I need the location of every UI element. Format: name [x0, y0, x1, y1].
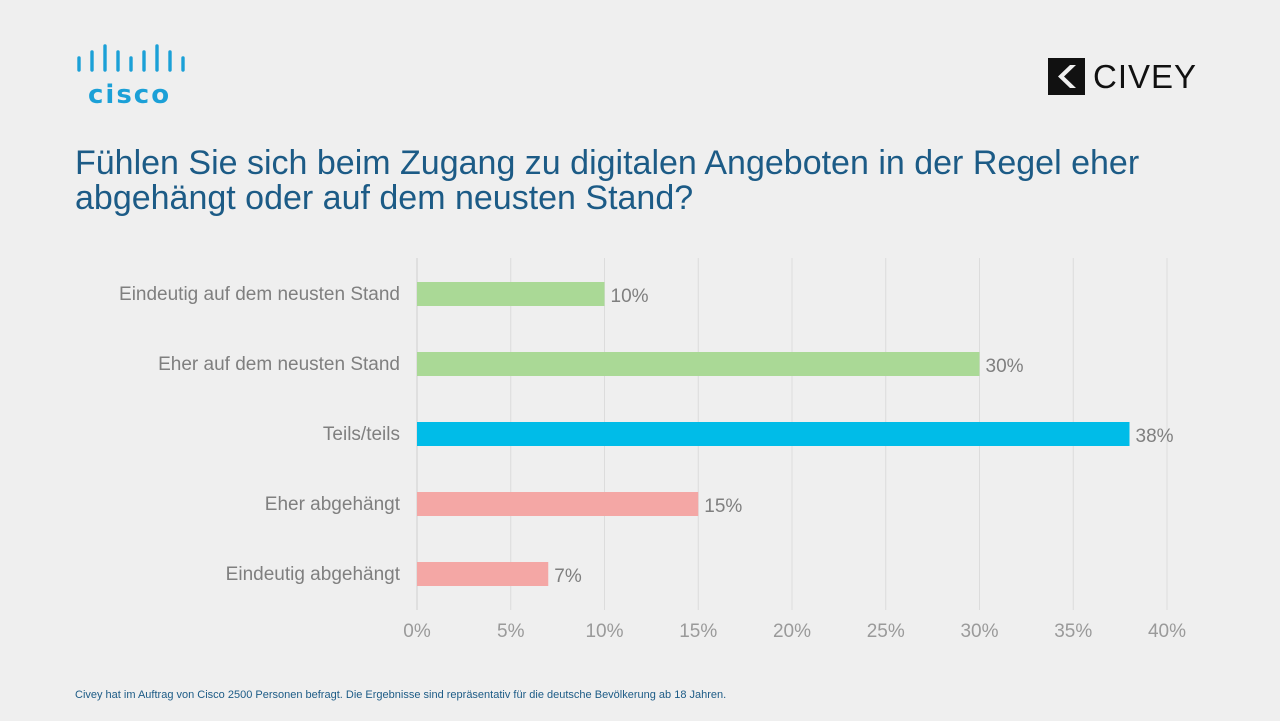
bar [417, 282, 605, 306]
x-tick-label: 25% [867, 621, 905, 642]
category-label: Eindeutig abgehängt [226, 564, 401, 585]
x-tick-label: 0% [403, 621, 431, 642]
chart-title: Fühlen Sie sich beim Zugang zu digitalen… [75, 144, 1140, 217]
x-tick-label: 30% [960, 621, 998, 642]
category-label: Eindeutig auf dem neusten Stand [119, 284, 400, 305]
cisco-bars-icon [77, 44, 185, 72]
data-label: 10% [611, 286, 649, 307]
data-label: 15% [704, 496, 742, 517]
cisco-wordmark: cisco [88, 80, 172, 110]
data-label: 30% [986, 356, 1024, 377]
civey-logo: CIVEY [1048, 56, 1208, 96]
x-tick-label: 35% [1054, 621, 1092, 642]
footnote: Civey hat im Auftrag von Cisco 2500 Pers… [75, 689, 727, 701]
x-tick-label: 10% [585, 621, 623, 642]
civey-wordmark: CIVEY [1093, 58, 1198, 95]
bar [417, 422, 1130, 446]
cisco-logo: cisco [76, 44, 191, 110]
category-label: Eher auf dem neusten Stand [158, 354, 400, 375]
category-label: Eher abgehängt [265, 494, 401, 515]
bar [417, 352, 980, 376]
x-tick-label: 5% [497, 621, 525, 642]
category-label: Teils/teils [323, 424, 400, 445]
bar [417, 562, 549, 586]
x-tick-label: 20% [773, 621, 811, 642]
x-tick-label: 15% [679, 621, 717, 642]
x-tick-label: 40% [1148, 621, 1186, 642]
bar [417, 492, 699, 516]
data-label: 7% [554, 566, 582, 587]
data-label: 38% [1136, 426, 1174, 447]
civey-mark-icon [1048, 58, 1085, 95]
bar-chart: 0% 5% 10% 15% 20% 25% 30% 35% 40% Eindeutig auf d… [119, 258, 1186, 642]
